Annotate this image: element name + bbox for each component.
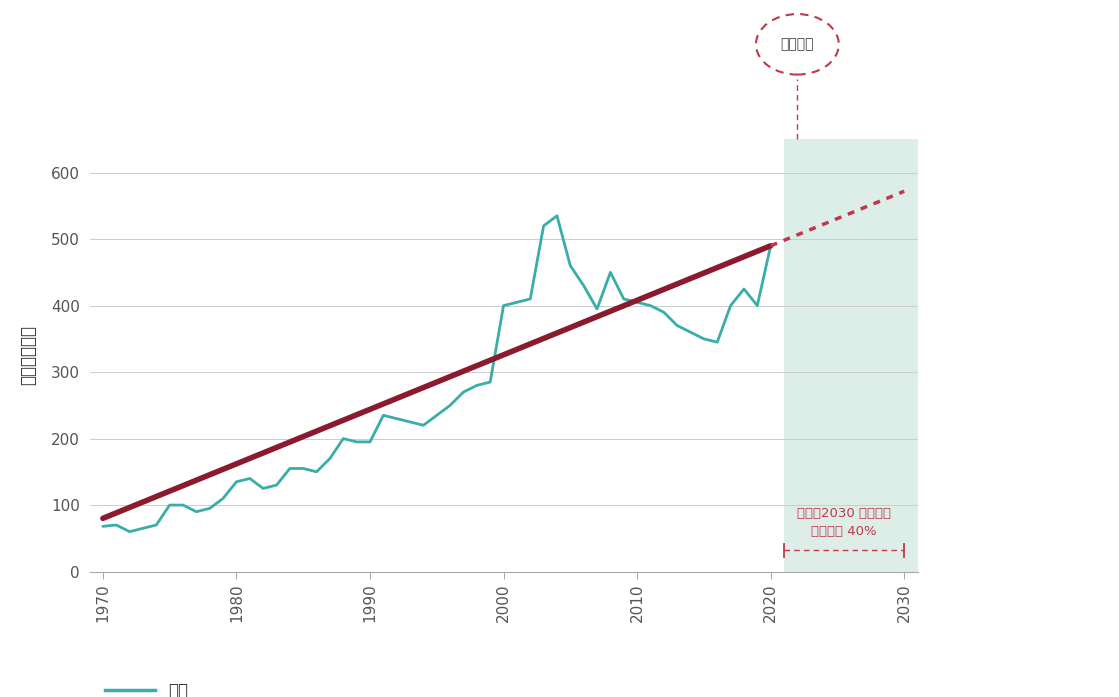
数据 xyxy=(256,484,270,493)
数据 xyxy=(551,212,564,220)
Bar xyxy=(784,139,918,572)
数据 xyxy=(323,454,337,463)
Text: 未来趋势: 未来趋势 xyxy=(781,38,815,52)
Y-axis label: 灾害事件总数: 灾害事件总数 xyxy=(19,325,37,385)
数据 xyxy=(123,528,137,536)
Text: 预计到2030 年灾害事
件将增加 40%: 预计到2030 年灾害事 件将增加 40% xyxy=(797,507,891,538)
数据 xyxy=(564,261,577,270)
数据 xyxy=(764,242,778,250)
数据 xyxy=(310,468,323,476)
数据 xyxy=(96,522,110,530)
Legend: 数据, 整体趋势: 数据, 整体趋势 xyxy=(97,675,215,697)
数据 xyxy=(603,268,617,277)
数据 xyxy=(751,301,764,309)
Line: 数据: 数据 xyxy=(103,216,771,532)
